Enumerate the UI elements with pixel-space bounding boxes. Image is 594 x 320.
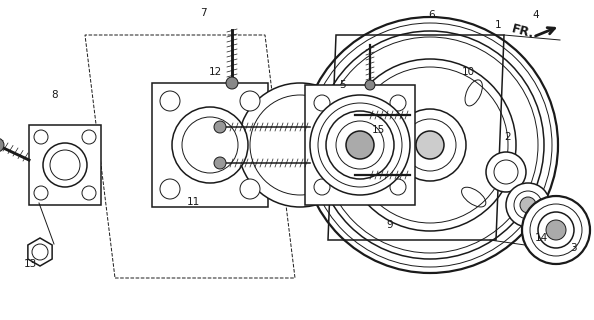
Circle shape bbox=[546, 220, 566, 240]
Circle shape bbox=[310, 95, 410, 195]
Circle shape bbox=[43, 143, 87, 187]
Circle shape bbox=[214, 157, 226, 169]
Bar bbox=[152, 83, 268, 207]
Circle shape bbox=[326, 111, 394, 179]
Circle shape bbox=[365, 80, 375, 90]
Text: 12: 12 bbox=[208, 67, 222, 77]
Circle shape bbox=[390, 95, 406, 111]
Circle shape bbox=[390, 179, 406, 195]
Polygon shape bbox=[328, 35, 504, 240]
Text: FR.: FR. bbox=[510, 23, 536, 41]
Circle shape bbox=[520, 197, 536, 213]
Circle shape bbox=[240, 91, 260, 111]
Text: 1: 1 bbox=[495, 20, 501, 30]
Text: 9: 9 bbox=[387, 220, 393, 230]
Circle shape bbox=[160, 91, 180, 111]
Circle shape bbox=[506, 183, 550, 227]
Circle shape bbox=[214, 121, 226, 133]
Text: 3: 3 bbox=[570, 243, 576, 253]
Circle shape bbox=[314, 179, 330, 195]
Text: 14: 14 bbox=[535, 233, 548, 243]
Text: 8: 8 bbox=[52, 90, 58, 100]
Circle shape bbox=[238, 83, 362, 207]
Circle shape bbox=[0, 138, 4, 152]
Text: 5: 5 bbox=[340, 80, 346, 90]
Circle shape bbox=[240, 179, 260, 199]
Circle shape bbox=[318, 103, 402, 187]
Circle shape bbox=[82, 130, 96, 144]
Bar bbox=[29, 125, 101, 205]
Circle shape bbox=[336, 121, 384, 169]
Circle shape bbox=[172, 107, 248, 183]
Bar bbox=[305, 85, 415, 205]
Circle shape bbox=[34, 130, 48, 144]
Text: 10: 10 bbox=[462, 67, 475, 77]
Circle shape bbox=[486, 152, 526, 192]
Circle shape bbox=[82, 186, 96, 200]
Polygon shape bbox=[28, 238, 52, 266]
Circle shape bbox=[160, 179, 180, 199]
Circle shape bbox=[346, 131, 374, 159]
Text: 11: 11 bbox=[187, 197, 200, 207]
Circle shape bbox=[226, 77, 238, 89]
Text: 2: 2 bbox=[505, 132, 511, 142]
Text: 4: 4 bbox=[533, 10, 539, 20]
Text: 7: 7 bbox=[200, 8, 206, 18]
Circle shape bbox=[522, 196, 590, 264]
Text: 6: 6 bbox=[429, 10, 435, 20]
Circle shape bbox=[323, 38, 537, 252]
Text: 15: 15 bbox=[371, 125, 385, 135]
Circle shape bbox=[34, 186, 48, 200]
Text: 13: 13 bbox=[23, 259, 37, 269]
Circle shape bbox=[314, 95, 330, 111]
Circle shape bbox=[416, 131, 444, 159]
